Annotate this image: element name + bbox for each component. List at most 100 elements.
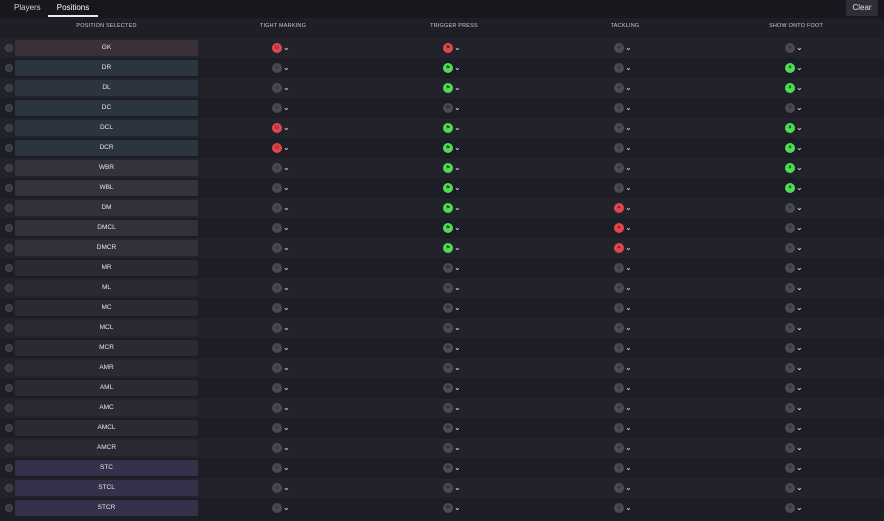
show-onto-foot-dropdown[interactable]: ⚘ ⌄	[785, 142, 807, 154]
tackling-dropdown[interactable]: ✦ ⌄	[614, 442, 636, 454]
tackling-dropdown[interactable]: ✦ ⌄	[614, 362, 636, 374]
row-select-checkbox[interactable]	[5, 304, 13, 312]
trigger-press-dropdown[interactable]: ⚑ ⌄	[443, 262, 465, 274]
tackling-dropdown[interactable]: ✦ ⌄	[614, 482, 636, 494]
tight-marking-dropdown[interactable]: ⚇ ⌄	[272, 402, 294, 414]
tackling-dropdown[interactable]: ✦ ⌄	[614, 322, 636, 334]
trigger-press-dropdown[interactable]: ⚑ ⌄	[443, 502, 465, 514]
tackling-dropdown[interactable]: ✦ ⌄	[614, 102, 636, 114]
trigger-press-dropdown[interactable]: ⚑ ⌄	[443, 142, 465, 154]
show-onto-foot-dropdown[interactable]: ⚘ ⌄	[785, 462, 807, 474]
show-onto-foot-dropdown[interactable]: ⚘ ⌄	[785, 162, 807, 174]
tackling-dropdown[interactable]: ✦ ⌄	[614, 202, 636, 214]
tackling-dropdown[interactable]: ✦ ⌄	[614, 242, 636, 254]
tight-marking-dropdown[interactable]: ⚇ ⌄	[272, 502, 294, 514]
tight-marking-dropdown[interactable]: ⚇ ⌄	[272, 442, 294, 454]
trigger-press-dropdown[interactable]: ⚑ ⌄	[443, 82, 465, 94]
tackling-dropdown[interactable]: ✦ ⌄	[614, 82, 636, 94]
tight-marking-dropdown[interactable]: ⚇ ⌄	[272, 202, 294, 214]
trigger-press-dropdown[interactable]: ⚑ ⌄	[443, 202, 465, 214]
show-onto-foot-dropdown[interactable]: ⚘ ⌄	[785, 262, 807, 274]
tight-marking-dropdown[interactable]: ⚇ ⌄	[272, 262, 294, 274]
show-onto-foot-dropdown[interactable]: ⚘ ⌄	[785, 202, 807, 214]
trigger-press-dropdown[interactable]: ⚑ ⌄	[443, 182, 465, 194]
row-select-checkbox[interactable]	[5, 84, 13, 92]
row-select-checkbox[interactable]	[5, 484, 13, 492]
show-onto-foot-dropdown[interactable]: ⚘ ⌄	[785, 242, 807, 254]
row-select-checkbox[interactable]	[5, 284, 13, 292]
show-onto-foot-dropdown[interactable]: ⚘ ⌄	[785, 122, 807, 134]
trigger-press-dropdown[interactable]: ⚑ ⌄	[443, 282, 465, 294]
show-onto-foot-dropdown[interactable]: ⚘ ⌄	[785, 402, 807, 414]
tight-marking-dropdown[interactable]: ⚇ ⌄	[272, 242, 294, 254]
show-onto-foot-dropdown[interactable]: ⚘ ⌄	[785, 302, 807, 314]
show-onto-foot-dropdown[interactable]: ⚘ ⌄	[785, 222, 807, 234]
row-select-checkbox[interactable]	[5, 344, 13, 352]
row-select-checkbox[interactable]	[5, 164, 13, 172]
trigger-press-dropdown[interactable]: ⚑ ⌄	[443, 122, 465, 134]
show-onto-foot-dropdown[interactable]: ⚘ ⌄	[785, 62, 807, 74]
tackling-dropdown[interactable]: ✦ ⌄	[614, 142, 636, 154]
tight-marking-dropdown[interactable]: ⚇ ⌄	[272, 102, 294, 114]
tight-marking-dropdown[interactable]: ⚇ ⌄	[272, 462, 294, 474]
tackling-dropdown[interactable]: ✦ ⌄	[614, 342, 636, 354]
tight-marking-dropdown[interactable]: ⚇ ⌄	[272, 62, 294, 74]
tackling-dropdown[interactable]: ✦ ⌄	[614, 422, 636, 434]
tight-marking-dropdown[interactable]: ⚇ ⌄	[272, 482, 294, 494]
trigger-press-dropdown[interactable]: ⚑ ⌄	[443, 362, 465, 374]
show-onto-foot-dropdown[interactable]: ⚘ ⌄	[785, 442, 807, 454]
trigger-press-dropdown[interactable]: ⚑ ⌄	[443, 482, 465, 494]
row-select-checkbox[interactable]	[5, 224, 13, 232]
tight-marking-dropdown[interactable]: ⚇ ⌄	[272, 82, 294, 94]
tight-marking-dropdown[interactable]: ⚇ ⌄	[272, 342, 294, 354]
trigger-press-dropdown[interactable]: ⚑ ⌄	[443, 462, 465, 474]
row-select-checkbox[interactable]	[5, 464, 13, 472]
row-select-checkbox[interactable]	[5, 384, 13, 392]
row-select-checkbox[interactable]	[5, 124, 13, 132]
row-select-checkbox[interactable]	[5, 364, 13, 372]
clear-button[interactable]: Clear	[846, 0, 878, 16]
tackling-dropdown[interactable]: ✦ ⌄	[614, 162, 636, 174]
tight-marking-dropdown[interactable]: ⚇ ⌄	[272, 362, 294, 374]
row-select-checkbox[interactable]	[5, 204, 13, 212]
show-onto-foot-dropdown[interactable]: ⚘ ⌄	[785, 282, 807, 294]
row-select-checkbox[interactable]	[5, 324, 13, 332]
trigger-press-dropdown[interactable]: ⚑ ⌄	[443, 62, 465, 74]
tackling-dropdown[interactable]: ✦ ⌄	[614, 42, 636, 54]
row-select-checkbox[interactable]	[5, 244, 13, 252]
tight-marking-dropdown[interactable]: ⚇ ⌄	[272, 302, 294, 314]
show-onto-foot-dropdown[interactable]: ⚘ ⌄	[785, 102, 807, 114]
tackling-dropdown[interactable]: ✦ ⌄	[614, 402, 636, 414]
trigger-press-dropdown[interactable]: ⚑ ⌄	[443, 342, 465, 354]
row-select-checkbox[interactable]	[5, 144, 13, 152]
trigger-press-dropdown[interactable]: ⚑ ⌄	[443, 382, 465, 394]
row-select-checkbox[interactable]	[5, 44, 13, 52]
tab-positions[interactable]: Positions	[48, 0, 98, 18]
show-onto-foot-dropdown[interactable]: ⚘ ⌄	[785, 482, 807, 494]
row-select-checkbox[interactable]	[5, 504, 13, 512]
trigger-press-dropdown[interactable]: ⚑ ⌄	[443, 42, 465, 54]
tight-marking-dropdown[interactable]: ⚇ ⌄	[272, 182, 294, 194]
tackling-dropdown[interactable]: ✦ ⌄	[614, 122, 636, 134]
tight-marking-dropdown[interactable]: ⚇ ⌄	[272, 282, 294, 294]
trigger-press-dropdown[interactable]: ⚑ ⌄	[443, 322, 465, 334]
tight-marking-dropdown[interactable]: ⚇ ⌄	[272, 222, 294, 234]
trigger-press-dropdown[interactable]: ⚑ ⌄	[443, 302, 465, 314]
tight-marking-dropdown[interactable]: ⚇ ⌄	[272, 142, 294, 154]
tackling-dropdown[interactable]: ✦ ⌄	[614, 302, 636, 314]
tackling-dropdown[interactable]: ✦ ⌄	[614, 222, 636, 234]
tackling-dropdown[interactable]: ✦ ⌄	[614, 262, 636, 274]
tackling-dropdown[interactable]: ✦ ⌄	[614, 382, 636, 394]
row-select-checkbox[interactable]	[5, 404, 13, 412]
tight-marking-dropdown[interactable]: ⚇ ⌄	[272, 322, 294, 334]
tackling-dropdown[interactable]: ✦ ⌄	[614, 282, 636, 294]
show-onto-foot-dropdown[interactable]: ⚘ ⌄	[785, 342, 807, 354]
tight-marking-dropdown[interactable]: ⚇ ⌄	[272, 42, 294, 54]
row-select-checkbox[interactable]	[5, 104, 13, 112]
show-onto-foot-dropdown[interactable]: ⚘ ⌄	[785, 182, 807, 194]
tight-marking-dropdown[interactable]: ⚇ ⌄	[272, 422, 294, 434]
trigger-press-dropdown[interactable]: ⚑ ⌄	[443, 242, 465, 254]
trigger-press-dropdown[interactable]: ⚑ ⌄	[443, 222, 465, 234]
show-onto-foot-dropdown[interactable]: ⚘ ⌄	[785, 362, 807, 374]
row-select-checkbox[interactable]	[5, 64, 13, 72]
